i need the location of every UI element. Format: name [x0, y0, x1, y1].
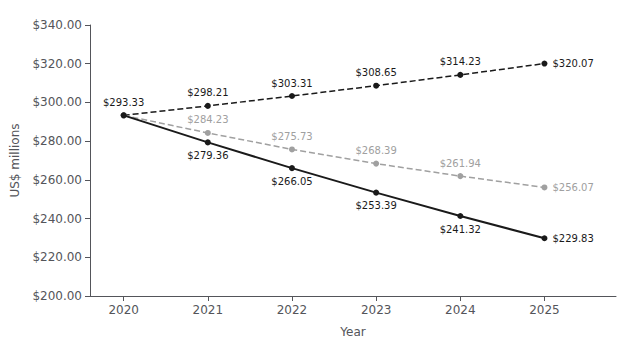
- svg-text:$303.31: $303.31: [271, 78, 312, 89]
- svg-text:2020: 2020: [108, 303, 139, 317]
- svg-text:$293.33: $293.33: [103, 97, 144, 108]
- svg-text:$308.65: $308.65: [355, 67, 396, 78]
- svg-text:$220.00: $220.00: [32, 250, 82, 264]
- svg-text:$268.39: $268.39: [355, 145, 396, 156]
- svg-text:$229.83: $229.83: [552, 233, 593, 244]
- svg-text:$279.36: $279.36: [187, 150, 228, 161]
- svg-text:$261.94: $261.94: [440, 158, 481, 169]
- svg-text:2022: 2022: [277, 303, 308, 317]
- svg-text:$260.00: $260.00: [32, 173, 82, 187]
- svg-text:2023: 2023: [361, 303, 392, 317]
- svg-text:$340.00: $340.00: [32, 18, 82, 32]
- svg-text:2025: 2025: [529, 303, 560, 317]
- svg-text:$284.23: $284.23: [187, 114, 228, 125]
- svg-text:$240.00: $240.00: [32, 212, 82, 226]
- svg-text:2024: 2024: [445, 303, 476, 317]
- svg-text:$275.73: $275.73: [271, 131, 312, 142]
- svg-text:$241.32: $241.32: [440, 224, 481, 235]
- svg-text:$320.00: $320.00: [32, 57, 82, 71]
- svg-text:2021: 2021: [193, 303, 224, 317]
- svg-text:US$ millions: US$ millions: [8, 123, 22, 197]
- svg-text:$200.00: $200.00: [32, 289, 82, 303]
- svg-text:$314.23: $314.23: [440, 56, 481, 67]
- svg-text:$253.39: $253.39: [355, 200, 396, 211]
- svg-text:$298.21: $298.21: [187, 87, 228, 98]
- svg-text:$256.07: $256.07: [552, 182, 593, 193]
- svg-text:$320.07: $320.07: [552, 58, 593, 69]
- svg-text:$266.05: $266.05: [271, 176, 312, 187]
- svg-text:$300.00: $300.00: [32, 95, 82, 109]
- svg-text:Year: Year: [339, 325, 365, 339]
- svg-text:$280.00: $280.00: [32, 134, 82, 148]
